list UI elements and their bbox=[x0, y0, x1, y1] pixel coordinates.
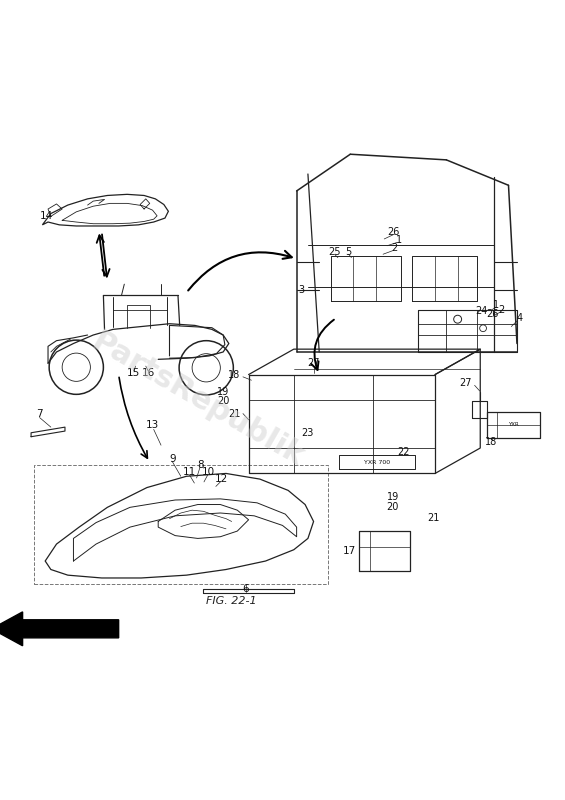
Text: 26: 26 bbox=[486, 309, 499, 319]
Text: 22: 22 bbox=[398, 447, 410, 457]
Text: FIG. 22-1: FIG. 22-1 bbox=[206, 595, 257, 606]
Text: 25: 25 bbox=[328, 247, 341, 257]
Text: 14: 14 bbox=[40, 211, 53, 221]
Text: 16: 16 bbox=[141, 368, 155, 378]
Text: 24: 24 bbox=[475, 306, 488, 316]
Text: 5: 5 bbox=[345, 247, 352, 257]
Text: 1: 1 bbox=[493, 300, 499, 310]
Text: 23: 23 bbox=[302, 428, 314, 438]
Text: PartsRepublik: PartsRepublik bbox=[86, 327, 309, 473]
Text: 20: 20 bbox=[217, 396, 229, 406]
Text: 19: 19 bbox=[217, 386, 229, 397]
Text: 21: 21 bbox=[228, 409, 241, 418]
Text: 19: 19 bbox=[386, 492, 399, 502]
Text: 7: 7 bbox=[36, 409, 43, 419]
Text: 8: 8 bbox=[197, 460, 204, 470]
Text: 4: 4 bbox=[517, 313, 523, 323]
Text: 21: 21 bbox=[428, 513, 440, 522]
Text: 2: 2 bbox=[498, 305, 505, 314]
Text: 6: 6 bbox=[242, 584, 249, 594]
Text: 12: 12 bbox=[215, 474, 228, 484]
Text: 27: 27 bbox=[307, 358, 320, 368]
Text: 26: 26 bbox=[387, 226, 399, 237]
Text: 20: 20 bbox=[386, 502, 399, 512]
FancyArrow shape bbox=[0, 612, 119, 646]
Text: YXR 700: YXR 700 bbox=[364, 460, 390, 465]
Text: YXR: YXR bbox=[507, 422, 519, 426]
Text: 10: 10 bbox=[201, 467, 215, 478]
Text: 11: 11 bbox=[182, 467, 196, 478]
Text: 1: 1 bbox=[396, 235, 402, 245]
Text: 18: 18 bbox=[485, 437, 498, 447]
Text: 27: 27 bbox=[459, 378, 472, 388]
Text: 17: 17 bbox=[342, 546, 356, 556]
Text: 15: 15 bbox=[127, 368, 141, 378]
Text: 2: 2 bbox=[391, 243, 398, 253]
Text: 3: 3 bbox=[299, 285, 305, 295]
Text: 18: 18 bbox=[228, 370, 241, 379]
Text: 13: 13 bbox=[146, 421, 159, 430]
Text: 9: 9 bbox=[169, 454, 176, 464]
